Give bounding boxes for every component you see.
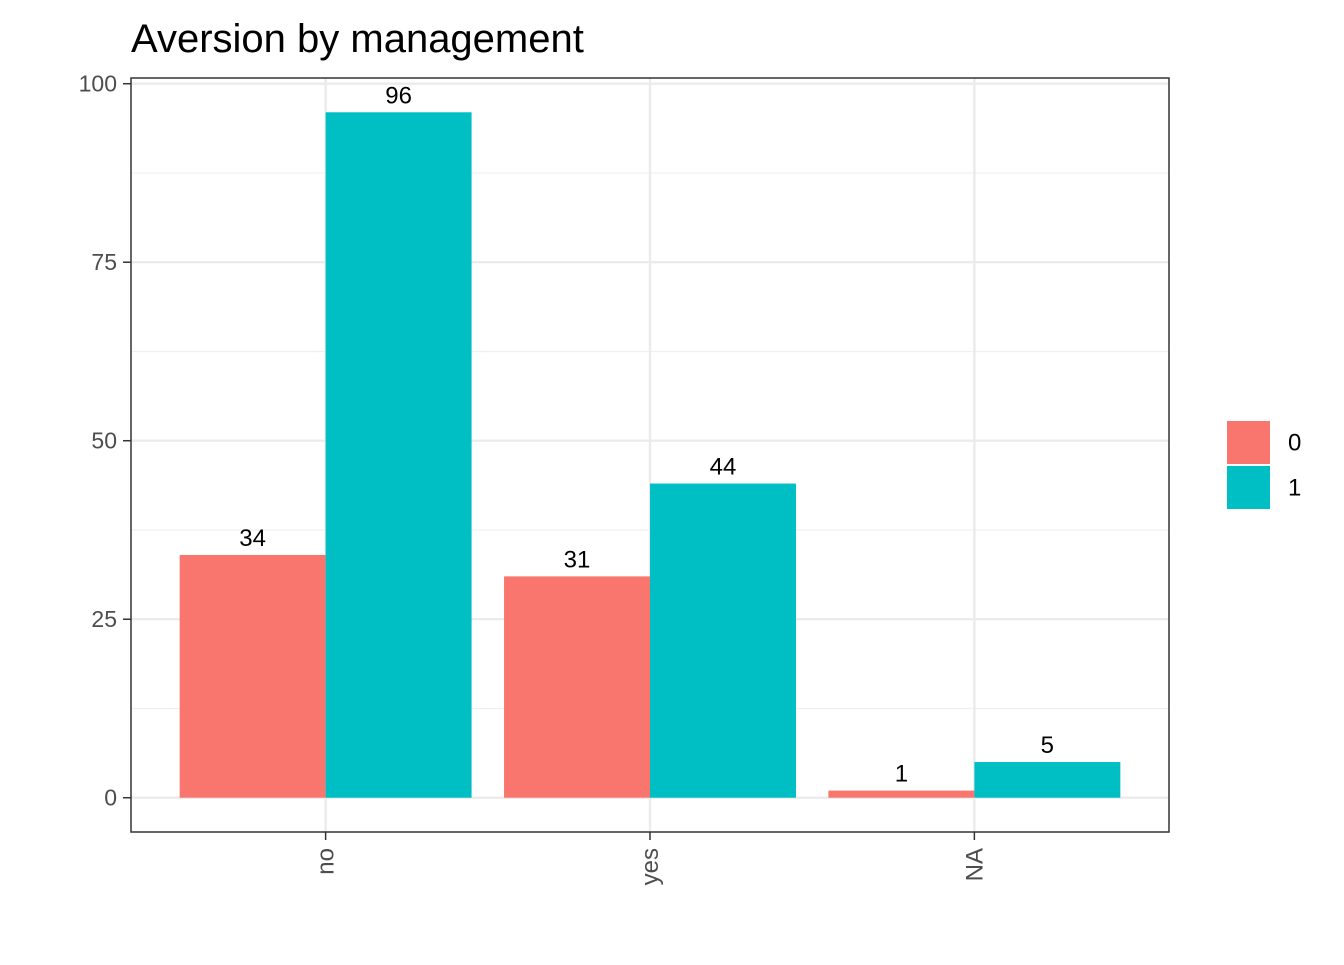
bar-no-series-1: [325, 112, 472, 798]
legend-key-1: [1227, 466, 1270, 509]
y-tick-label: 0: [104, 785, 117, 811]
data-label: 5: [1041, 732, 1054, 759]
bar-yes-series-0: [504, 576, 650, 798]
data-labels: 34 31 1 96 44 5: [239, 82, 1054, 787]
axes: 0 25 50 75 100 no yes NA: [79, 71, 989, 886]
chart-title: Aversion by management: [131, 17, 584, 61]
legend-label: 0: [1288, 430, 1301, 457]
y-tick-label: 25: [91, 606, 117, 632]
bar-yes-series-1: [650, 483, 796, 798]
bars: [179, 112, 1121, 798]
legend-label: 1: [1288, 475, 1301, 502]
y-tick-label: 50: [91, 428, 117, 454]
bar-NA-series-0: [828, 790, 975, 798]
y-tick-label: 75: [91, 249, 117, 275]
data-label: 31: [564, 546, 591, 573]
data-label: 1: [895, 761, 908, 788]
x-tick-label: NA: [961, 848, 988, 881]
data-label: 44: [710, 454, 737, 481]
x-tick-label: yes: [637, 848, 664, 885]
data-label: 96: [385, 82, 412, 109]
bar-NA-series-1: [974, 762, 1121, 798]
x-tick-label: no: [313, 848, 340, 875]
bar-no-series-0: [179, 554, 326, 798]
legend-key-0: [1227, 421, 1270, 464]
y-tick-label: 100: [79, 71, 117, 97]
legend: 01: [1227, 421, 1301, 509]
data-label: 34: [239, 525, 266, 552]
